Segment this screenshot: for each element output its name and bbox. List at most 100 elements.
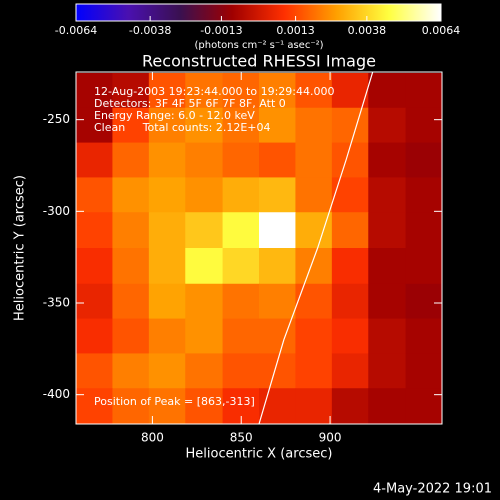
- heatmap-cell: [112, 388, 150, 424]
- heatmap-cell: [405, 177, 442, 213]
- heatmap-cell: [76, 212, 113, 249]
- x-tick-label: 900: [319, 431, 342, 445]
- heatmap-cell: [112, 248, 150, 285]
- heatmap-cell: [112, 72, 150, 109]
- heatmap-cell: [76, 318, 113, 354]
- heatmap-cell: [331, 283, 369, 320]
- heatmap-cell: [148, 177, 186, 213]
- heatmap-cell: [76, 177, 113, 213]
- heatmap-cell: [331, 318, 369, 354]
- heatmap-cell: [295, 142, 333, 178]
- heatmap-cell: [259, 107, 296, 144]
- heatmap-cell: [405, 283, 442, 320]
- heatmap-cell: [259, 212, 296, 249]
- heatmap-cell: [295, 283, 333, 320]
- plot-area: [76, 72, 442, 424]
- heatmap-cell: [295, 388, 333, 424]
- annotation: 12-Aug-2003 19:23:44.000 to 19:29:44.000: [94, 85, 335, 98]
- heatmap-cell: [222, 177, 260, 213]
- heatmap-cell: [259, 142, 296, 178]
- x-tick-label: 800: [141, 431, 164, 445]
- heatmap-cell: [112, 318, 150, 354]
- heatmap-cell: [368, 318, 407, 354]
- heatmap-cell: [405, 212, 442, 249]
- heatmap-cell: [259, 72, 296, 109]
- heatmap-cell: [405, 72, 442, 109]
- annotation: Clean Total counts: 2.12E+04: [94, 121, 271, 134]
- colorbar-tick-label: -0.0013: [200, 24, 242, 37]
- peak-label: Position of Peak = [863,-313]: [94, 395, 255, 408]
- limb-line: [258, 72, 374, 424]
- heatmap-cell: [259, 283, 296, 320]
- plot-frame: [75, 71, 443, 425]
- heatmap-cell: [185, 177, 224, 213]
- heatmap-cell: [148, 142, 186, 178]
- heatmap-cell: [368, 353, 407, 389]
- heatmap-cell: [331, 142, 369, 178]
- heatmap-cell: [331, 177, 369, 213]
- heatmap-cell: [405, 248, 442, 285]
- y-tick-label: -400: [43, 387, 70, 401]
- footer-date: 4-May-2022 19:01: [373, 482, 492, 497]
- heatmap-cell: [405, 142, 442, 178]
- heatmap-cell: [76, 107, 113, 144]
- heatmap-cell: [185, 353, 224, 389]
- heatmap-cell: [222, 353, 260, 389]
- heatmap-cell: [76, 388, 113, 424]
- heatmap-cell: [222, 107, 260, 144]
- heatmap-cell: [112, 142, 150, 178]
- heatmap-cell: [148, 283, 186, 320]
- heatmap-cell: [405, 318, 442, 354]
- y-tick-label: -300: [43, 204, 70, 218]
- heatmap-cell: [259, 248, 296, 285]
- heatmap-cell: [295, 353, 333, 389]
- heatmap-cell: [295, 107, 333, 144]
- heatmap-cell: [185, 388, 224, 424]
- heatmap-cell: [148, 388, 186, 424]
- heatmap-cell: [148, 318, 186, 354]
- heatmap-cell: [405, 353, 442, 389]
- heatmap-cell: [331, 212, 369, 249]
- y-tick-label: -250: [43, 112, 70, 126]
- colorbar-tick-label: 0.0064: [422, 24, 461, 37]
- heatmap-cell: [331, 107, 369, 144]
- colorbar-label: (photons cm⁻² s⁻¹ asec⁻²): [194, 40, 323, 51]
- annotation: Energy Range: 6.0 - 12.0 keV: [94, 109, 255, 122]
- heatmap-cell: [368, 212, 407, 249]
- heatmap-cell: [331, 72, 369, 109]
- heatmap-cell: [222, 142, 260, 178]
- heatmap-cell: [185, 72, 224, 109]
- heatmap-cell: [185, 318, 224, 354]
- heatmap-cell: [368, 72, 407, 109]
- heatmap-cell: [368, 177, 407, 213]
- heatmap-cell: [405, 107, 442, 144]
- heatmap-cell: [76, 142, 113, 178]
- heatmap-cell: [112, 107, 150, 144]
- heatmap-cell: [222, 318, 260, 354]
- heatmap-cell: [112, 353, 150, 389]
- heatmap-cell: [148, 107, 186, 144]
- heatmap-cell: [185, 142, 224, 178]
- heatmap-cell: [368, 142, 407, 178]
- heatmap-cell: [76, 72, 113, 109]
- colorbar-tick-label: 0.0013: [276, 24, 315, 37]
- heatmap-cell: [76, 283, 113, 320]
- heatmap-cell: [259, 388, 296, 424]
- heatmap-cell: [259, 318, 296, 354]
- colorbar-tick-label: -0.0064: [55, 24, 97, 37]
- heatmap-cell: [112, 212, 150, 249]
- heatmap-cell: [76, 248, 113, 285]
- heatmap-cell: [331, 353, 369, 389]
- heatmap-cell: [185, 212, 224, 249]
- heatmap-cell: [259, 177, 296, 213]
- y-tick-label: -350: [43, 296, 70, 310]
- heatmap-cell: [368, 388, 407, 424]
- heatmap-cell: [148, 248, 186, 285]
- heatmap-cell: [368, 283, 407, 320]
- heatmap-cell: [148, 72, 186, 109]
- heatmap-cell: [185, 107, 224, 144]
- colorbar-tick-label: 0.0038: [348, 24, 387, 37]
- heatmap-cell: [331, 388, 369, 424]
- heatmap-cell: [112, 283, 150, 320]
